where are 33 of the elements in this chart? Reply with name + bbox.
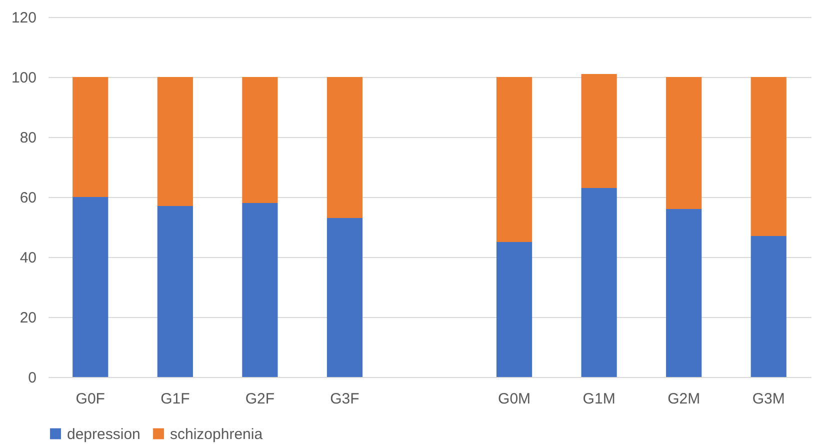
bar	[750, 236, 786, 377]
y-tick-label: 100	[11, 70, 36, 86]
bar	[242, 203, 278, 377]
y-tick-label: 60	[20, 190, 36, 206]
bar	[326, 218, 363, 377]
bar	[72, 77, 108, 197]
bar	[581, 74, 617, 188]
x-tick-label: G0M	[498, 390, 531, 408]
x-tick-label: G3F	[330, 390, 360, 408]
bar	[496, 242, 532, 377]
bar	[242, 77, 278, 203]
x-tick-label: G1M	[582, 390, 616, 408]
legend-label: depression	[67, 426, 140, 443]
bar	[157, 77, 193, 206]
y-tick-label: 120	[11, 10, 36, 26]
bar	[496, 77, 532, 242]
bar	[581, 188, 617, 377]
x-tick-label: G1F	[160, 390, 190, 408]
y-tick-label: 20	[20, 310, 36, 326]
y-tick-label: 0	[28, 370, 36, 386]
x-tick-label: G2M	[668, 390, 700, 408]
bar	[750, 77, 786, 236]
y-tick-label: 40	[20, 250, 36, 266]
bar	[157, 206, 193, 377]
x-tick-label: G2F	[245, 390, 275, 408]
bar	[666, 77, 702, 209]
bar	[72, 197, 108, 377]
x-tick-label: G3M	[752, 390, 785, 408]
bar	[666, 209, 702, 377]
y-tick-label: 80	[20, 130, 36, 146]
bar	[326, 77, 363, 218]
legend-label: schizophrenia	[170, 426, 264, 443]
x-tick-label: G0F	[76, 390, 105, 408]
